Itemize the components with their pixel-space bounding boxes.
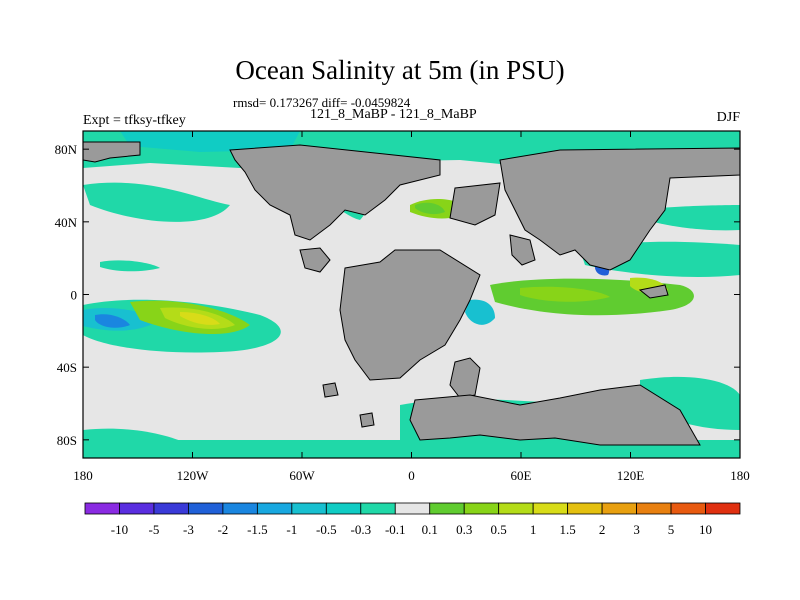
colorbar-label: -0.5	[316, 522, 337, 537]
colorbar-swatch	[188, 502, 224, 515]
experiment-label: Expt = tfksy-tfkey	[83, 113, 186, 128]
land-maritime	[638, 284, 669, 299]
colorbar-label: -0.1	[385, 522, 406, 537]
land-madagascar	[449, 357, 481, 399]
colorbar-swatch	[119, 502, 155, 515]
colorbar-swatch	[84, 502, 120, 515]
x-tick-label: 60E	[511, 468, 532, 483]
colorbar-label: 0.5	[491, 522, 507, 537]
arctic-anomaly-core	[120, 131, 300, 152]
colorbar-label: -0.3	[350, 522, 371, 537]
colorbar-label: -5	[149, 522, 160, 537]
colorbar-swatch	[222, 502, 258, 515]
colorbar-swatch	[325, 502, 362, 515]
indian-ocean-positive-core	[520, 286, 610, 302]
x-tick-label: 60W	[289, 468, 315, 483]
colorbar-swatch	[705, 502, 741, 515]
land-antarctica	[409, 384, 701, 446]
colorbar-label: 3	[633, 522, 640, 537]
tropical-pacific-patch	[100, 260, 160, 272]
land-greenland-europe	[449, 182, 501, 226]
land-arctic-west	[83, 141, 141, 163]
land-masses	[83, 141, 740, 446]
arabian-sea-negative	[465, 299, 495, 325]
colorbar-label: 0.3	[456, 522, 472, 537]
southern-ocean-band	[83, 440, 740, 458]
colorbar-swatch	[463, 502, 500, 515]
colorbar-label: -1	[286, 522, 297, 537]
colorbar-swatch	[153, 502, 189, 515]
x-axis: 180 120W 60W 0 60E 120E 180	[73, 131, 750, 483]
y-tick-label: 80S	[57, 433, 77, 448]
land-africa-south-america	[339, 249, 481, 381]
south-pacific-negative-core	[95, 314, 130, 328]
land-island-a	[322, 382, 339, 398]
y-tick-label: 80N	[55, 142, 78, 157]
colorbar-label: -1.5	[247, 522, 268, 537]
southern-pacific-band	[83, 428, 190, 458]
southern-east-anomaly	[640, 376, 740, 430]
colorbar-label: -2	[217, 522, 228, 537]
colorbar-swatch	[394, 502, 431, 515]
land-arabia	[509, 234, 536, 266]
x-tick-label: 180	[73, 468, 93, 483]
colorbar-label: 5	[668, 522, 675, 537]
colorbar-label: 1.5	[560, 522, 576, 537]
colorbar-label: 0.1	[422, 522, 438, 537]
map-field	[83, 131, 740, 458]
colorbar-swatch	[532, 502, 569, 515]
colorbar-label: -10	[111, 522, 128, 537]
land-island-b	[359, 412, 375, 428]
y-tick-label: 40S	[57, 360, 77, 375]
colorbar-label: 1	[530, 522, 537, 537]
colorbar-swatch	[670, 502, 706, 515]
north-pacific-anomaly	[83, 182, 230, 222]
colorbar-swatch	[291, 502, 327, 515]
x-tick-label: 120E	[617, 468, 645, 483]
colorbar-label: 2	[599, 522, 606, 537]
x-tick-label: 0	[408, 468, 415, 483]
colorbar-swatch	[567, 502, 603, 515]
colorbar-label: 10	[699, 522, 712, 537]
season-label: DJF	[716, 110, 740, 125]
land-central-america	[299, 247, 331, 273]
subtitle-label: 121_8_MaBP - 121_8_MaBP	[310, 107, 477, 122]
chart-title: Ocean Salinity at 5m (in PSU)	[235, 55, 565, 85]
colorbar-swatch	[498, 502, 534, 515]
x-tick-label: 120W	[177, 468, 210, 483]
colorbar-swatch	[601, 502, 637, 515]
colorbar-swatch	[636, 502, 672, 515]
y-tick-label: 0	[71, 288, 78, 303]
colorbar: -10 -5 -3 -2 -1.5 -1 -0.5 -0.3 -0.1 0.1 0.3 0.5 1 1.5…	[84, 502, 741, 537]
colorbar-swatch	[360, 502, 396, 515]
north-west-pacific-anomaly	[640, 205, 740, 231]
south-pacific-positive-core	[180, 312, 220, 325]
stats-label: rmsd= 0.173267 diff= -0.0459824	[233, 95, 411, 110]
y-tick-label: 40N	[55, 215, 78, 230]
land-north-america	[229, 144, 441, 241]
y-axis: 80N 40N 0 40S 80S	[55, 142, 740, 448]
colorbar-swatch	[429, 502, 465, 515]
colorbar-swatch	[256, 502, 293, 515]
colorbar-label: -3	[183, 522, 194, 537]
x-tick-label: 180	[730, 468, 750, 483]
land-eurasia	[499, 147, 740, 271]
mediterranean-positive-core	[415, 202, 445, 215]
